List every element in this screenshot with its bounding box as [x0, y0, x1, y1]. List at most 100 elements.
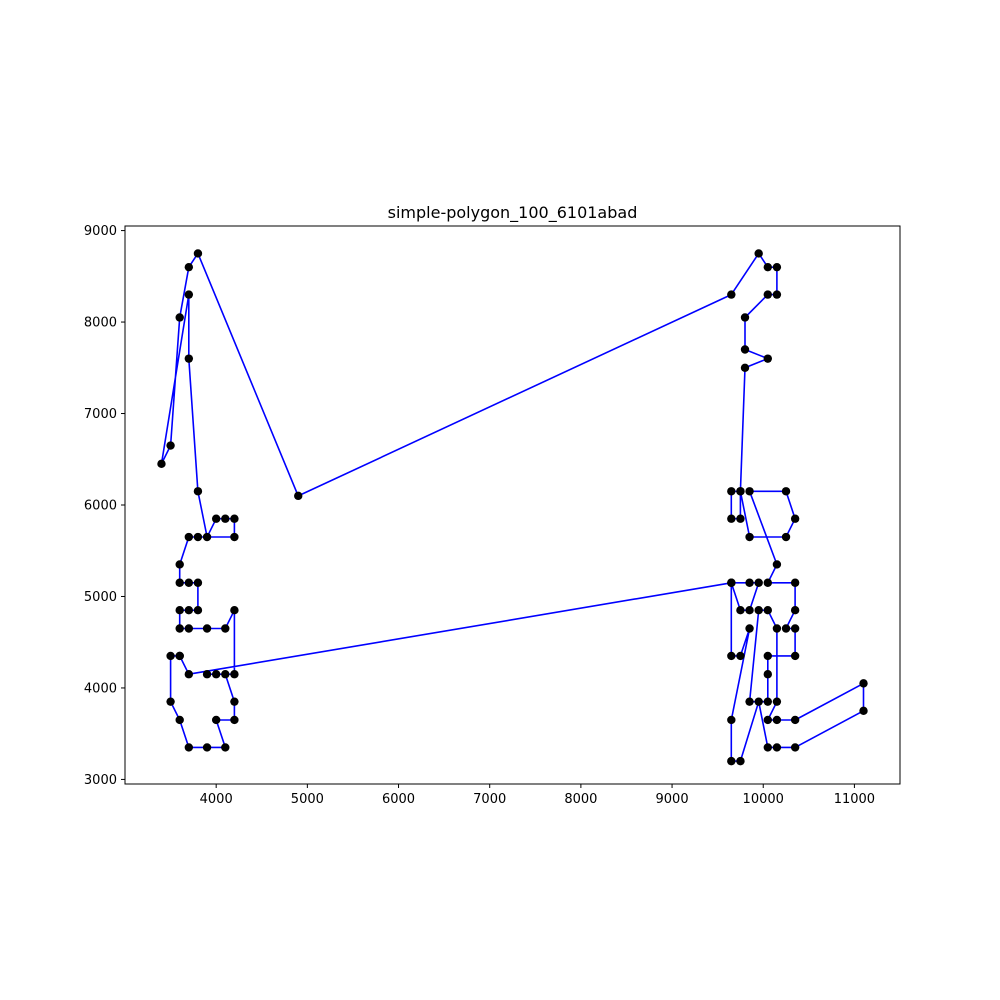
- data-point: [175, 313, 184, 322]
- data-point: [745, 605, 754, 615]
- chart-title: simple-polygon_100_6101abad: [388, 203, 638, 223]
- data-point: [763, 697, 772, 706]
- data-point: [736, 756, 745, 766]
- data-point: [184, 743, 194, 752]
- x-tick-label: 5000: [291, 792, 324, 807]
- data-point: [184, 605, 194, 615]
- data-point: [790, 605, 800, 615]
- data-point: [202, 743, 212, 752]
- data-point: [184, 670, 194, 679]
- x-tick-label: 10000: [743, 792, 784, 807]
- data-point: [175, 605, 184, 615]
- data-point: [157, 459, 166, 469]
- data-point: [184, 532, 194, 542]
- x-tick-label: 6000: [382, 792, 415, 807]
- data-point: [781, 624, 791, 633]
- data-point: [763, 715, 772, 725]
- data-point: [754, 578, 763, 587]
- data-point: [740, 345, 750, 354]
- data-point: [727, 715, 736, 725]
- y-tick-label: 5000: [84, 590, 117, 605]
- y-tick-label: 7000: [84, 407, 117, 422]
- data-point: [754, 249, 763, 258]
- data-point: [175, 578, 184, 587]
- data-point: [740, 313, 750, 322]
- data-point: [211, 670, 221, 679]
- x-tick-label: 7000: [473, 792, 506, 807]
- data-point: [790, 578, 800, 587]
- data-point: [736, 514, 745, 523]
- data-point: [202, 670, 212, 679]
- data-point: [727, 487, 736, 496]
- data-point: [175, 651, 184, 661]
- data-point: [772, 262, 782, 272]
- data-point: [754, 697, 763, 706]
- data-point: [184, 290, 194, 299]
- data-point: [859, 679, 868, 688]
- data-point: [193, 605, 203, 615]
- data-point: [763, 743, 772, 752]
- data-point: [740, 363, 750, 372]
- data-point: [166, 651, 175, 661]
- data-point: [790, 715, 800, 725]
- y-tick-label: 4000: [84, 681, 117, 696]
- data-point: [166, 441, 175, 450]
- data-point: [175, 624, 184, 633]
- x-tick-label: 8000: [564, 792, 597, 807]
- data-point: [175, 560, 184, 569]
- x-tick-label: 11000: [834, 792, 875, 807]
- data-point: [763, 578, 772, 587]
- data-point: [736, 605, 745, 615]
- data-point: [736, 651, 745, 661]
- y-tick-label: 6000: [84, 499, 117, 514]
- data-point: [230, 605, 239, 615]
- data-point: [221, 624, 230, 633]
- data-point: [763, 670, 772, 679]
- x-tick-label: 9000: [656, 792, 689, 807]
- data-point: [230, 670, 239, 679]
- data-point: [859, 706, 868, 716]
- data-point: [790, 624, 800, 633]
- data-point: [772, 743, 782, 752]
- data-point: [790, 651, 800, 661]
- y-tick-label: 3000: [84, 773, 117, 788]
- data-point: [193, 249, 203, 258]
- data-point: [221, 514, 230, 523]
- data-point: [781, 487, 791, 496]
- data-point: [790, 743, 800, 752]
- data-point: [763, 262, 772, 272]
- data-point: [230, 697, 239, 706]
- data-point: [193, 487, 203, 496]
- data-point: [230, 715, 239, 725]
- data-point: [193, 532, 203, 542]
- data-point: [221, 743, 230, 752]
- y-tick-label: 8000: [84, 316, 117, 331]
- data-point: [166, 697, 175, 706]
- data-point: [781, 532, 791, 542]
- data-point: [211, 514, 221, 523]
- data-point: [763, 605, 772, 615]
- data-point: [193, 578, 203, 587]
- data-point: [754, 605, 763, 615]
- data-point: [221, 670, 230, 679]
- data-point: [772, 560, 782, 569]
- data-point: [772, 697, 782, 706]
- data-point: [202, 532, 212, 542]
- data-point: [763, 354, 772, 363]
- data-point: [772, 290, 782, 299]
- data-point: [763, 651, 772, 661]
- data-point: [745, 624, 754, 633]
- data-point: [745, 487, 754, 496]
- data-point: [230, 514, 239, 523]
- x-tick-label: 4000: [200, 792, 233, 807]
- data-point: [727, 290, 736, 299]
- data-point: [184, 578, 194, 587]
- data-point: [175, 715, 184, 725]
- data-point: [727, 651, 736, 661]
- data-point: [184, 262, 194, 272]
- data-point: [202, 624, 212, 633]
- plot-area: 4000 5000 6000 7000 8000 9000 10000 11000 3000 40…: [84, 224, 901, 807]
- data-point: [736, 487, 745, 496]
